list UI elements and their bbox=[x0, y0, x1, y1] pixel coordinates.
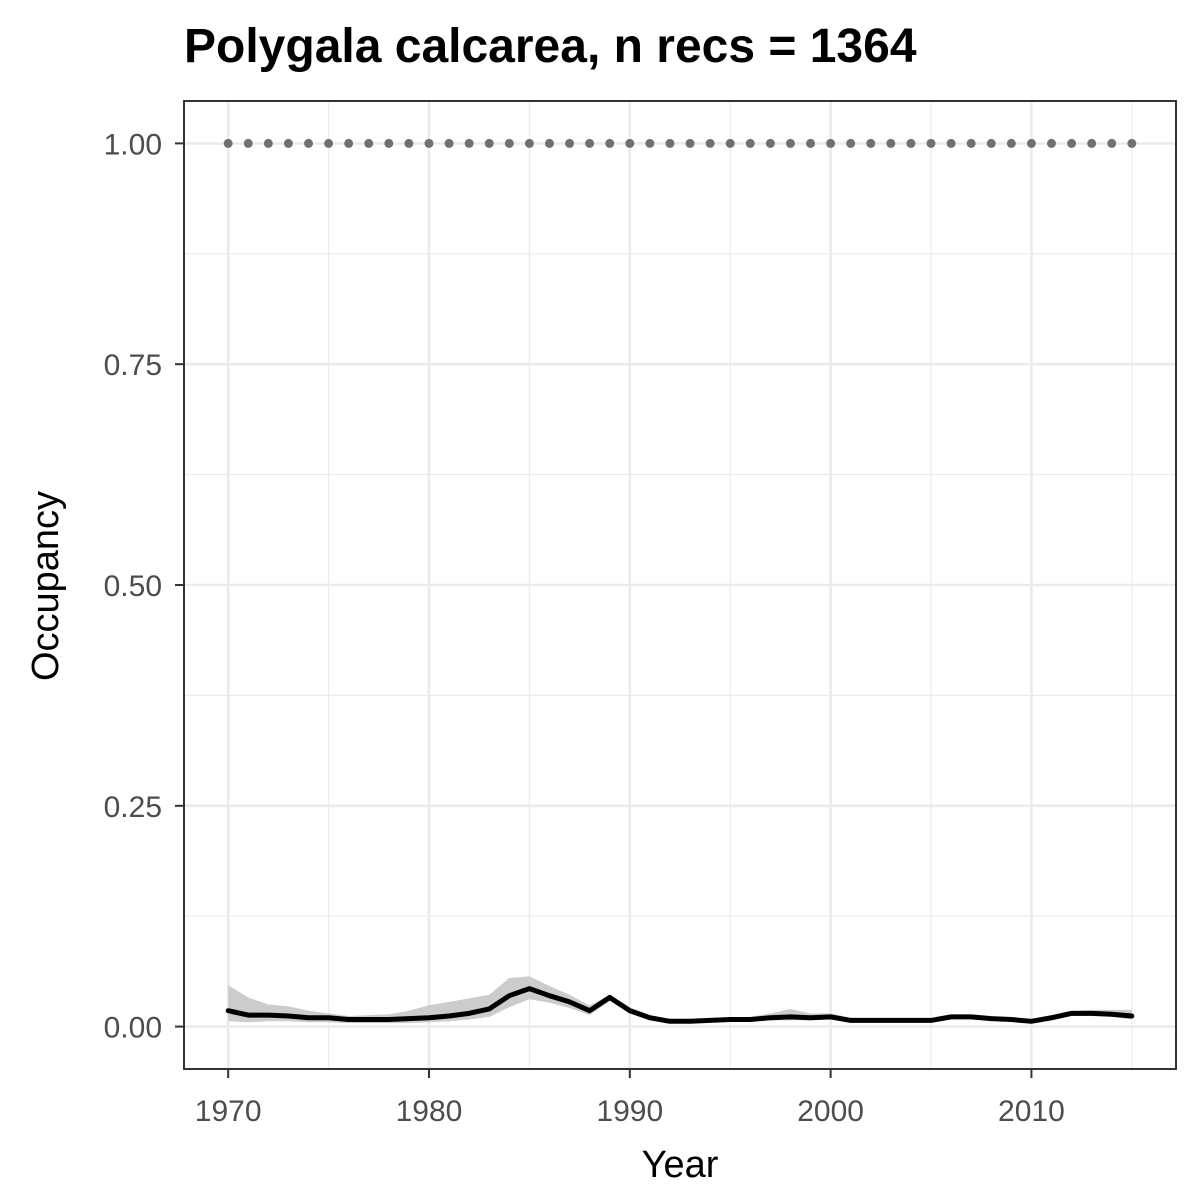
x-tick-label: 1980 bbox=[396, 1095, 463, 1128]
reference-point bbox=[1006, 138, 1016, 148]
reference-point bbox=[444, 138, 454, 148]
reference-point bbox=[344, 138, 354, 148]
x-axis: 1970 1980 1990 2000 2010 bbox=[195, 1069, 1065, 1128]
x-tick-label: 2010 bbox=[998, 1095, 1065, 1128]
reference-point bbox=[725, 138, 735, 148]
reference-point bbox=[364, 138, 374, 148]
reference-point bbox=[524, 138, 534, 148]
reference-point bbox=[826, 138, 836, 148]
reference-point bbox=[324, 138, 334, 148]
reference-point bbox=[806, 138, 816, 148]
reference-point bbox=[464, 138, 474, 148]
x-axis-title: Year bbox=[642, 1144, 719, 1186]
reference-point bbox=[645, 138, 655, 148]
reference-point bbox=[1046, 138, 1056, 148]
reference-point bbox=[223, 138, 233, 148]
reference-point bbox=[1087, 138, 1097, 148]
reference-point bbox=[685, 138, 695, 148]
reference-point bbox=[665, 138, 675, 148]
reference-point bbox=[946, 138, 956, 148]
reference-point bbox=[424, 138, 434, 148]
reference-point bbox=[404, 138, 414, 148]
reference-point bbox=[605, 138, 615, 148]
reference-point bbox=[1026, 138, 1036, 148]
reference-point bbox=[504, 138, 514, 148]
reference-point bbox=[384, 138, 394, 148]
y-tick-label: 1.00 bbox=[104, 128, 162, 161]
reference-point bbox=[966, 138, 976, 148]
reference-point bbox=[886, 138, 896, 148]
ribbon-area bbox=[228, 976, 1132, 1024]
chart-title: Polygala calcarea, n recs = 1364 bbox=[184, 20, 917, 73]
reference-point bbox=[846, 138, 856, 148]
x-tick-label: 2000 bbox=[797, 1095, 864, 1128]
y-axis: 0.00 0.25 0.50 0.75 1.00 bbox=[104, 128, 184, 1045]
x-tick-label: 1990 bbox=[596, 1095, 663, 1128]
reference-point bbox=[745, 138, 755, 148]
x-tick-label: 1970 bbox=[195, 1095, 262, 1128]
reference-point bbox=[986, 138, 996, 148]
reference-point bbox=[565, 138, 575, 148]
reference-point bbox=[263, 138, 273, 148]
confidence-ribbon bbox=[228, 976, 1132, 1024]
reference-point bbox=[243, 138, 253, 148]
reference-point bbox=[1107, 138, 1117, 148]
reference-point bbox=[785, 138, 795, 148]
reference-point bbox=[304, 138, 314, 148]
reference-point bbox=[705, 138, 715, 148]
reference-point bbox=[544, 138, 554, 148]
y-tick-label: 0.75 bbox=[104, 349, 162, 382]
reference-point bbox=[625, 138, 635, 148]
reference-point bbox=[1067, 138, 1077, 148]
reference-point bbox=[283, 138, 293, 148]
occupancy-line bbox=[225, 986, 1135, 1024]
occupancy-series-line bbox=[225, 986, 1135, 1024]
y-axis-title: Occupancy bbox=[25, 491, 67, 681]
reference-point bbox=[866, 138, 876, 148]
reference-point bbox=[906, 138, 916, 148]
reference-points bbox=[223, 138, 1137, 148]
reference-point bbox=[585, 138, 595, 148]
reference-point bbox=[765, 138, 775, 148]
y-tick-label: 0.50 bbox=[104, 570, 162, 603]
reference-point bbox=[484, 138, 494, 148]
reference-point bbox=[926, 138, 936, 148]
y-tick-label: 0.00 bbox=[104, 1012, 162, 1045]
y-tick-label: 0.25 bbox=[104, 791, 162, 824]
reference-point bbox=[1127, 138, 1137, 148]
